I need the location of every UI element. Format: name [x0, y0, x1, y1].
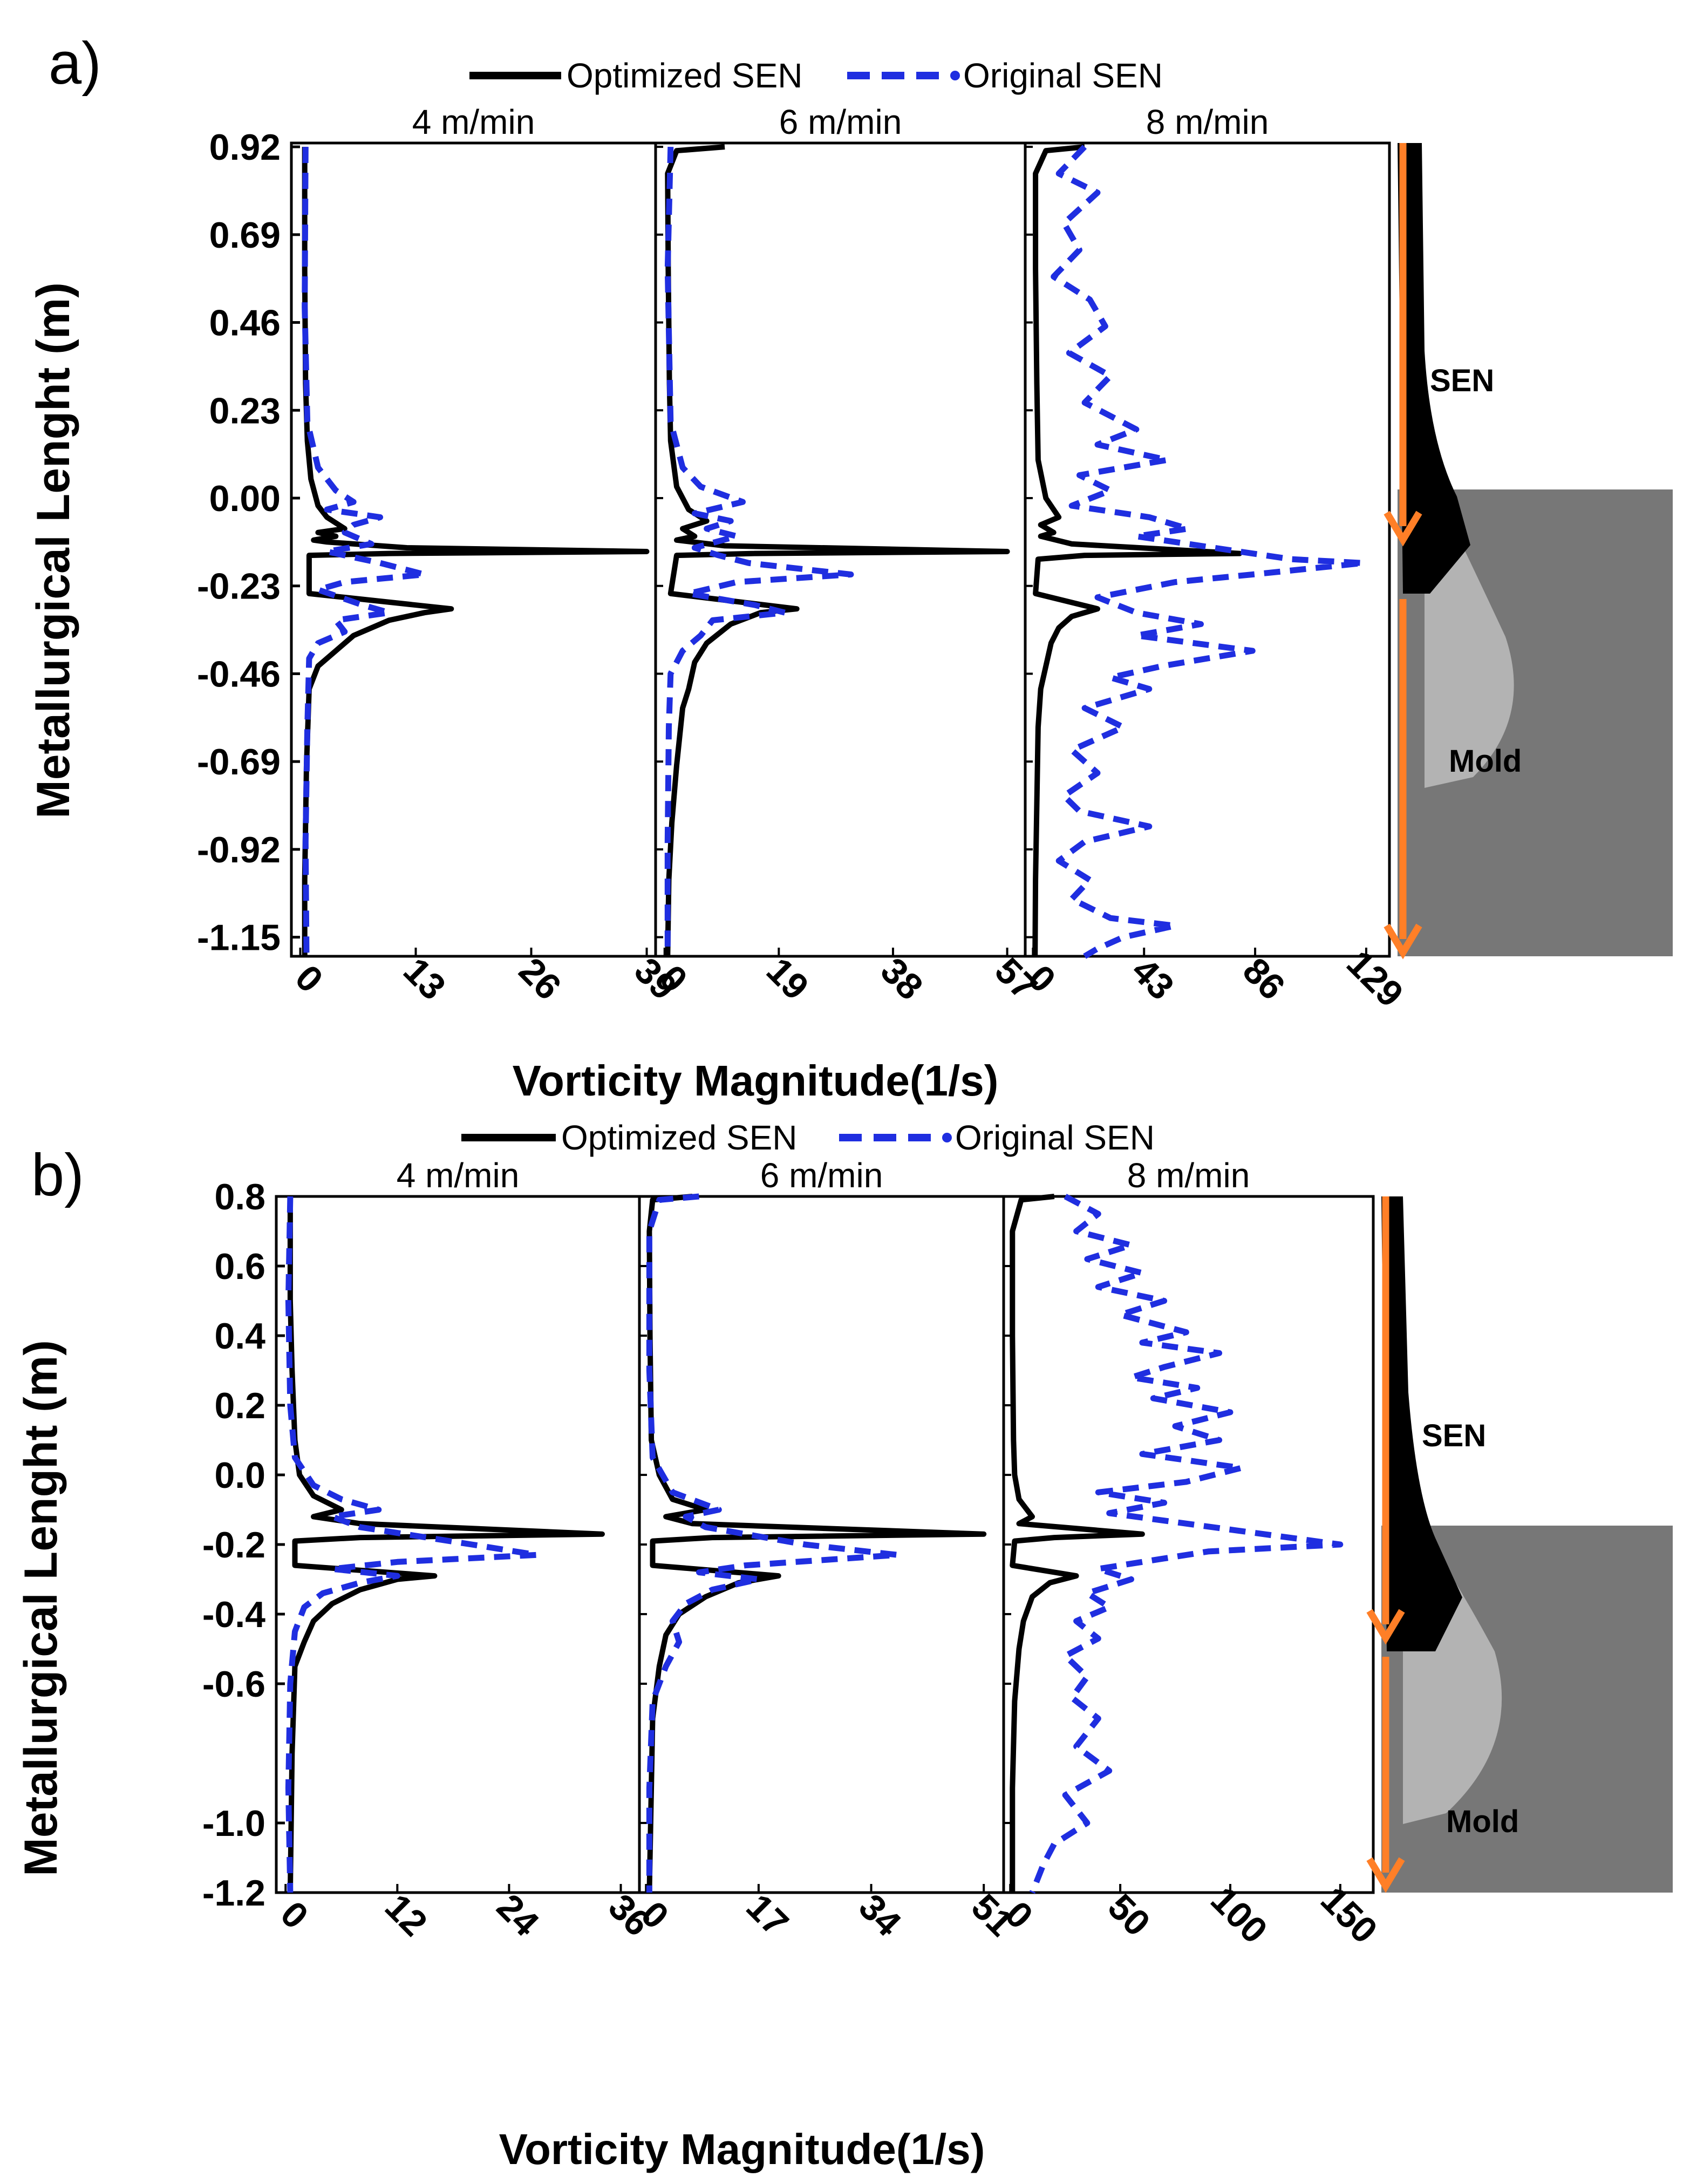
series-original-sen	[302, 147, 428, 957]
subplot-title: 8 m/min	[1127, 1156, 1250, 1195]
y-tick-label: 0.6	[214, 1246, 265, 1287]
panel-b: b) Optimized SEN Original SEN Metallurgi…	[15, 1118, 1673, 2173]
y-tick-label: -1.15	[197, 917, 281, 958]
sen-label: SEN	[1430, 363, 1494, 398]
y-tick-label: 0.46	[209, 303, 281, 344]
legend-optimized-label: Optimized SEN	[567, 56, 802, 95]
flow-arrowhead-mold	[1384, 923, 1422, 960]
series-optimized-sen	[1032, 144, 1243, 957]
y-tick-label: -0.4	[202, 1594, 265, 1635]
y-tick-label: 0.0	[214, 1455, 265, 1496]
panel-a-legend: Optimized SEN Original SEN	[469, 56, 1163, 95]
y-tick-label: 0.69	[209, 215, 281, 256]
panel-b-geometry: SEN Mold	[1366, 1196, 1673, 1893]
legend-original-label: Original SEN	[963, 56, 1163, 95]
flow-arrowhead-sen	[1366, 1609, 1405, 1645]
series-optimized-sen	[646, 1194, 987, 1893]
series-optimized-sen	[302, 147, 650, 956]
series-original-sen	[646, 1193, 901, 1893]
panel-b-xlabel: Vorticity Magnitude(1/s)	[499, 2125, 985, 2173]
panel-b-label: b)	[31, 1142, 84, 1208]
mold-label: Mold	[1446, 1804, 1519, 1839]
legend-optimized-label: Optimized SEN	[561, 1118, 797, 1157]
y-tick-label: -1.0	[202, 1803, 265, 1844]
subplot-title: 4 m/min	[412, 103, 535, 141]
y-tick-label: -0.69	[197, 741, 281, 783]
mold-label: Mold	[1449, 744, 1522, 779]
series-original-sen	[1051, 145, 1367, 959]
y-tick-label: 0.4	[214, 1316, 265, 1357]
sen-label: SEN	[1422, 1418, 1486, 1453]
subplot-title: 8 m/min	[1146, 103, 1269, 141]
sen-nozzle	[1398, 143, 1470, 594]
subplot-frame	[1024, 141, 1391, 958]
y-tick-label: -1.2	[202, 1873, 265, 1914]
panel-b-yticks: 0.8 0.6 0.4 0.2 0.0 -0.2 -0.4 -0.6 -1.0 -1.2	[202, 1176, 285, 1914]
y-tick-label: -0.2	[202, 1525, 265, 1566]
y-tick-label: -0.23	[197, 566, 281, 607]
series-original-sen	[664, 146, 854, 956]
panel-b-legend: Optimized SEN Original SEN	[461, 1118, 1155, 1157]
series-original-sen	[1029, 1194, 1344, 1894]
sen-nozzle	[1381, 1196, 1462, 1651]
panel-a-ylabel: Metallurgical Lenght (m)	[28, 282, 79, 819]
y-tick-label: 0.92	[209, 127, 281, 168]
y-tick-label: -0.6	[202, 1664, 265, 1705]
panel-b-ylabel: Metallurgical Lenght (m)	[15, 1340, 67, 1876]
y-tick-label: -0.92	[197, 829, 281, 870]
y-tick-label: 0.8	[214, 1176, 265, 1217]
panel-a-label: a)	[49, 30, 101, 97]
y-tick-label: 0.23	[209, 390, 281, 431]
panel-a-geometry: SEN Mold	[1384, 143, 1673, 960]
legend-original-marker	[942, 1133, 952, 1142]
y-tick-label: 0.2	[214, 1385, 265, 1426]
subplot-title: 4 m/min	[397, 1156, 520, 1195]
y-tick-label: 0.00	[209, 478, 281, 519]
legend-original-label: Original SEN	[955, 1118, 1155, 1157]
series-original-sen	[285, 1196, 540, 1893]
flow-arrowhead-mold	[1366, 1857, 1405, 1893]
legend-original-marker	[950, 71, 960, 80]
flow-arrowhead-sen	[1384, 511, 1422, 547]
panel-a-xlabel: Vorticity Magnitude(1/s)	[513, 1057, 999, 1105]
panel-a: a) Optimized SEN Original SEN Metallurgi…	[28, 30, 1673, 1105]
series-optimized-sen	[1010, 1194, 1145, 1893]
subplot-title: 6 m/min	[760, 1156, 883, 1195]
subplot-title: 6 m/min	[779, 103, 902, 141]
panel-a-yticks: 0.92 0.69 0.46 0.23 0.00 -0.23 -0.46 -0.69 -0.92…	[197, 127, 300, 958]
y-tick-label: -0.46	[197, 654, 281, 695]
